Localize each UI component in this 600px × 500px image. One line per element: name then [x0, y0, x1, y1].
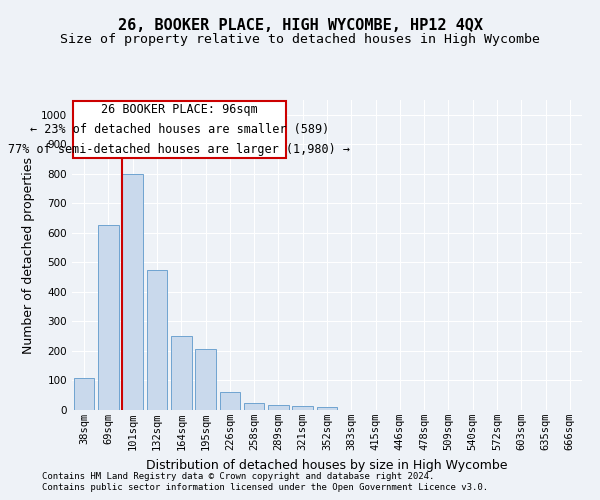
- Bar: [268, 404, 289, 410]
- Bar: [74, 378, 94, 410]
- Text: Contains HM Land Registry data © Crown copyright and database right 2024.: Contains HM Land Registry data © Crown c…: [42, 472, 434, 481]
- Text: 26 BOOKER PLACE: 96sqm
← 23% of detached houses are smaller (589)
77% of semi-de: 26 BOOKER PLACE: 96sqm ← 23% of detached…: [8, 103, 350, 156]
- Bar: [292, 406, 313, 410]
- Bar: [244, 402, 265, 410]
- X-axis label: Distribution of detached houses by size in High Wycombe: Distribution of detached houses by size …: [146, 458, 508, 471]
- Bar: [220, 392, 240, 410]
- Bar: [171, 336, 191, 410]
- Bar: [146, 270, 167, 410]
- Text: Contains public sector information licensed under the Open Government Licence v3: Contains public sector information licen…: [42, 484, 488, 492]
- Bar: [195, 350, 216, 410]
- Text: 26, BOOKER PLACE, HIGH WYCOMBE, HP12 4QX: 26, BOOKER PLACE, HIGH WYCOMBE, HP12 4QX: [118, 18, 482, 32]
- Bar: [122, 174, 143, 410]
- FancyBboxPatch shape: [73, 102, 286, 158]
- Bar: [317, 407, 337, 410]
- Text: Size of property relative to detached houses in High Wycombe: Size of property relative to detached ho…: [60, 32, 540, 46]
- Bar: [98, 226, 119, 410]
- Y-axis label: Number of detached properties: Number of detached properties: [22, 156, 35, 354]
